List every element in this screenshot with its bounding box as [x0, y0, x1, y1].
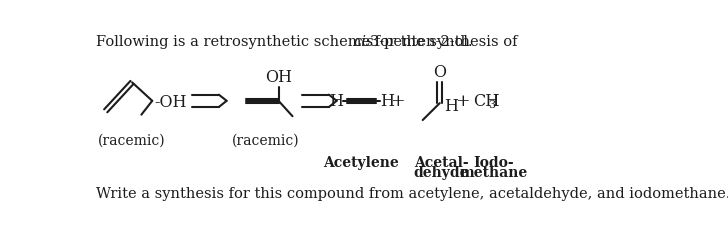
Text: -3-penten-2-ol.: -3-penten-2-ol. — [365, 35, 473, 49]
Text: +: + — [455, 93, 470, 110]
Text: Following is a retrosynthetic scheme for the synthesis of: Following is a retrosynthetic scheme for… — [96, 35, 523, 49]
Text: H: H — [444, 97, 459, 115]
Text: O: O — [433, 64, 446, 81]
Text: cis: cis — [354, 35, 374, 49]
Text: Acetylene: Acetylene — [324, 156, 400, 170]
Text: (racemic): (racemic) — [232, 133, 299, 147]
Text: OH: OH — [265, 69, 292, 86]
Text: (racemic): (racemic) — [98, 133, 165, 147]
Text: H: H — [380, 93, 394, 110]
Text: Iodo-: Iodo- — [473, 156, 513, 170]
Text: methane: methane — [459, 165, 527, 179]
Text: -OH: -OH — [154, 94, 186, 111]
Text: CH: CH — [473, 93, 499, 110]
Text: Write a synthesis for this compound from acetylene, acetaldehyde, and iodomethan: Write a synthesis for this compound from… — [96, 187, 728, 200]
Text: +: + — [391, 93, 405, 110]
Text: dehyde: dehyde — [414, 165, 469, 179]
Text: I: I — [492, 93, 499, 110]
Text: H: H — [329, 93, 343, 110]
Text: Acetal-: Acetal- — [414, 156, 469, 170]
Text: 3: 3 — [488, 99, 495, 109]
